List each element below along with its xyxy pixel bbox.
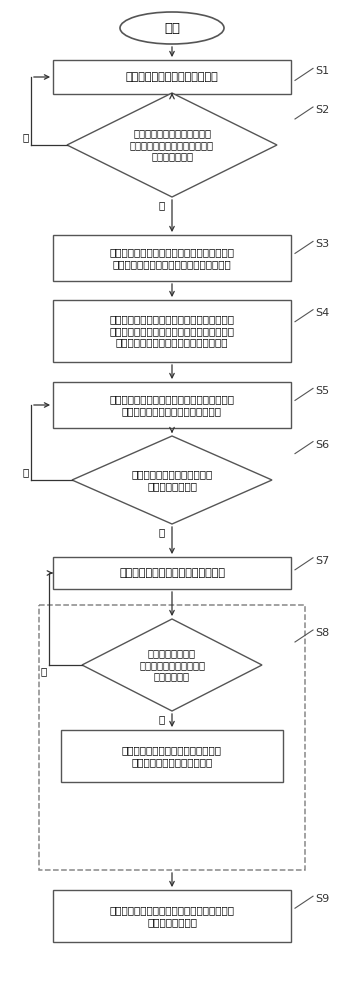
Text: S7: S7 xyxy=(315,556,329,566)
Text: S6: S6 xyxy=(315,440,329,450)
Bar xyxy=(53,382,291,428)
Polygon shape xyxy=(67,93,277,197)
Polygon shape xyxy=(82,619,262,711)
Text: 是: 是 xyxy=(159,527,165,537)
Text: 终端设备从环境中收集状态信息: 终端设备从环境中收集状态信息 xyxy=(126,72,218,82)
Bar xyxy=(53,60,291,94)
Bar xyxy=(53,557,291,589)
Bar xyxy=(61,730,283,782)
Text: 收集下一时刻状态信息和奖励信息，并将当前
时刻状态信息、当前时刻动作、下一时刻状态
信息和奖励信息组成经验元组放入记忆池: 收集下一时刻状态信息和奖励信息，并将当前 时刻状态信息、当前时刻动作、下一时刻状… xyxy=(110,314,235,348)
Text: 根据设定权重将所有的主网络参数进
行聚合并广播给所有终端设备: 根据设定权重将所有的主网络参数进 行聚合并广播给所有终端设备 xyxy=(122,745,222,767)
Text: S4: S4 xyxy=(315,308,329,318)
Text: S1: S1 xyxy=(315,66,329,76)
Text: 基站判断其收集的
主网络参数量是否达到预
设收集门限值: 基站判断其收集的 主网络参数量是否达到预 设收集门限值 xyxy=(139,648,205,682)
Text: 终端设备根据接收到的聚合参数更新其主网络
和目标网络的参数: 终端设备根据接收到的聚合参数更新其主网络 和目标网络的参数 xyxy=(110,905,235,927)
Text: S3: S3 xyxy=(315,239,329,249)
Text: 是: 是 xyxy=(159,714,165,724)
Bar xyxy=(53,300,291,362)
Text: 判断当前时刻状态信息和上一
时刻状态信息变化差值是否超过
预设差值门限值: 判断当前时刻状态信息和上一 时刻状态信息变化差值是否超过 预设差值门限值 xyxy=(130,128,214,162)
Text: 否: 否 xyxy=(41,666,47,676)
Text: 根据当前状态信息对主网络中的行动者网络信
道传输的频谱、子信道和传输功率进行决策: 根据当前状态信息对主网络中的行动者网络信 道传输的频谱、子信道和传输功率进行决策 xyxy=(110,247,235,269)
Text: 终端设备将其主网络参数上传至基站: 终端设备将其主网络参数上传至基站 xyxy=(119,568,225,578)
Text: S9: S9 xyxy=(315,894,329,904)
Polygon shape xyxy=(72,436,272,524)
Text: 否: 否 xyxy=(23,132,29,142)
Text: 判断终端设备累计梯度是否达
到预设梯度门限值: 判断终端设备累计梯度是否达 到预设梯度门限值 xyxy=(131,469,213,491)
Text: 利用记忆池中的经验元组采用梯度下降法训练
主网络中的行动者网络和评论家网络: 利用记忆池中的经验元组采用梯度下降法训练 主网络中的行动者网络和评论家网络 xyxy=(110,394,235,416)
Text: 否: 否 xyxy=(23,467,29,477)
Text: S8: S8 xyxy=(315,628,329,638)
Text: S5: S5 xyxy=(315,386,329,396)
Bar xyxy=(53,890,291,942)
Text: 是: 是 xyxy=(159,200,165,210)
Bar xyxy=(39,605,305,870)
Bar xyxy=(53,235,291,281)
Text: 开始: 开始 xyxy=(164,21,180,34)
Ellipse shape xyxy=(120,12,224,44)
Text: S2: S2 xyxy=(315,105,329,115)
